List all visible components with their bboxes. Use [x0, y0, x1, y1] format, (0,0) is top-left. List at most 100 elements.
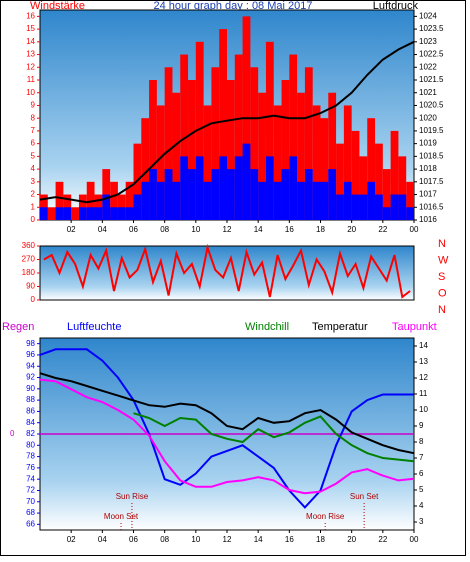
bar — [336, 194, 344, 220]
bar — [382, 207, 391, 220]
bar — [40, 207, 48, 220]
event-label: Sun Rise — [116, 492, 149, 501]
series-line — [39, 372, 415, 455]
bar — [367, 181, 376, 220]
y-tick-label: 4 — [31, 164, 36, 173]
x-tick-label: 02 — [67, 225, 76, 234]
y2-tick-label: 10 — [419, 405, 428, 414]
bar — [281, 80, 290, 220]
legend-entry: Taupunkt — [392, 321, 437, 333]
x-tick-label: 22 — [378, 225, 387, 234]
x-tick-label: 18 — [316, 225, 325, 234]
x-tick-label: 00 — [410, 535, 419, 544]
bar — [188, 169, 196, 220]
bar — [133, 194, 142, 220]
y2-tick-label: 1022.5 — [419, 50, 444, 59]
bar — [78, 207, 87, 220]
bar — [273, 105, 282, 220]
direction-label: O — [438, 287, 447, 299]
y-tick-label: 72 — [26, 486, 35, 495]
bar — [172, 92, 181, 220]
x-tick-label: 08 — [160, 535, 169, 544]
y-tick-label: 180 — [22, 268, 36, 277]
bar — [156, 181, 165, 220]
bar — [47, 207, 56, 220]
bar — [94, 207, 103, 220]
legend-entry: Regen — [2, 321, 34, 333]
bar — [234, 54, 243, 220]
bar — [406, 207, 414, 220]
y-tick-label: 6 — [31, 139, 36, 148]
bar — [180, 156, 189, 220]
series-line — [39, 40, 415, 204]
x-tick-label: 18 — [316, 535, 325, 544]
y-tick-label: 0 — [31, 295, 36, 304]
x-tick-label: 20 — [347, 535, 356, 544]
bar — [258, 181, 266, 220]
y-tick-label: 78 — [26, 452, 35, 461]
bar — [265, 41, 274, 221]
bar — [328, 92, 337, 220]
y2-tick-label: 1020.5 — [419, 101, 444, 110]
bar — [149, 169, 157, 220]
legend-entry: Temperatur — [312, 321, 368, 333]
bar — [86, 207, 95, 220]
bar — [328, 169, 337, 220]
x-tick-label: 06 — [129, 225, 138, 234]
bar — [258, 92, 266, 220]
bar — [141, 118, 150, 220]
y-tick-label: 0 — [31, 215, 36, 224]
series-line — [39, 348, 414, 509]
y2-tick-label: 1021 — [419, 88, 437, 97]
bar — [304, 169, 313, 220]
x-tick-label: 22 — [378, 535, 387, 544]
y-tick-label: 12 — [26, 62, 35, 71]
y2-tick-label: 9 — [419, 421, 424, 430]
x-tick-label: 12 — [223, 535, 232, 544]
bar — [195, 156, 204, 220]
y-tick-label: 5 — [31, 151, 36, 160]
y2-tick-label: 1016.5 — [419, 202, 444, 211]
y-tick-label: 15 — [26, 24, 35, 33]
y2-tick-label: 1020 — [419, 113, 437, 122]
right-label: Luftdruck — [373, 0, 419, 12]
bar — [359, 156, 368, 220]
x-tick-label: 16 — [285, 225, 294, 234]
bar — [289, 54, 298, 220]
bar — [343, 105, 352, 220]
bar — [63, 207, 72, 220]
y-tick-label: 16 — [26, 11, 35, 20]
bar — [398, 156, 407, 220]
direction-label: N — [438, 304, 446, 316]
bar — [390, 130, 399, 220]
bar — [71, 207, 79, 220]
bar — [188, 80, 196, 220]
plot-area — [39, 245, 415, 301]
bar — [304, 67, 313, 220]
y-tick-label: 14 — [26, 37, 35, 46]
bar — [312, 105, 321, 220]
bar — [265, 156, 274, 220]
bar — [219, 156, 227, 220]
y2-tick-label: 1023 — [419, 37, 437, 46]
y-tick-label: 360 — [22, 241, 36, 250]
y-tick-label: 80 — [26, 440, 35, 449]
y-tick-label: 68 — [26, 508, 35, 517]
bar — [195, 41, 204, 221]
bar — [219, 29, 227, 220]
direction-label: S — [438, 271, 445, 283]
direction-label: W — [438, 254, 449, 266]
y2-tick-label: 3 — [419, 517, 424, 526]
bar — [55, 181, 64, 220]
bar — [297, 181, 305, 220]
bar — [156, 105, 165, 220]
x-tick-label: 16 — [285, 535, 294, 544]
bar — [343, 181, 352, 220]
y-tick-label: 66 — [26, 519, 35, 528]
y2-tick-label: 6 — [419, 469, 424, 478]
y-tick-label: 2 — [31, 190, 36, 199]
series-line — [43, 243, 411, 299]
chart-title: 24 hour graph day : 08 Mai 2017 — [153, 0, 312, 12]
bar — [102, 194, 111, 220]
